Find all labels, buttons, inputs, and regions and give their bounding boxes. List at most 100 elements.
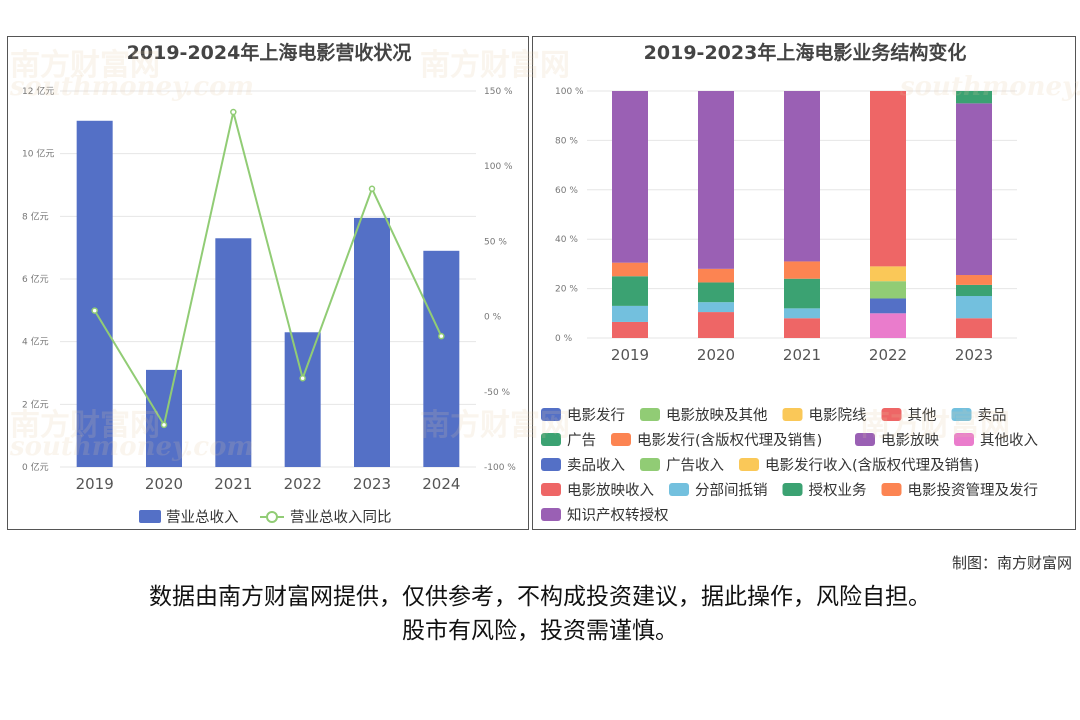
x-axis-tick: 2019	[76, 475, 114, 493]
legend-label: 广告	[567, 432, 596, 449]
legend-label: 电影投资管理及发行	[908, 482, 1039, 499]
y-axis-tick: 40 %	[555, 235, 578, 245]
legend-swatch	[881, 408, 902, 421]
bar	[146, 369, 182, 467]
x-axis-tick: 2023	[955, 346, 993, 364]
chart-title: 2019-2024年上海电影营收状况	[127, 41, 412, 64]
stacked-bar-segment	[612, 262, 648, 277]
stacked-bar-segment	[870, 281, 906, 299]
legend-label: 电影放映	[881, 432, 939, 449]
legend-swatch	[855, 433, 875, 446]
stacked-bar-segment	[698, 282, 734, 303]
legend-label: 广告收入	[666, 457, 724, 474]
legend-swatch	[640, 458, 660, 471]
legend-label: 电影发行	[567, 407, 625, 424]
line-point	[438, 332, 445, 340]
stacked-bar-segment	[784, 318, 820, 338]
legend-label: 分部间抵销	[695, 482, 768, 499]
line-point	[160, 421, 168, 429]
revenue-chart: 2019-2024年上海电影营收状况 0 亿元 2 亿元 4 亿元 6 亿元 8 亿元 10…	[22, 41, 516, 526]
legend-swatch	[541, 433, 561, 446]
line-point	[299, 375, 306, 382]
stacked-bar-segment	[784, 278, 820, 309]
y-axis-tick: 100 %	[555, 87, 584, 97]
legend-swatch	[541, 508, 561, 521]
right-axis-tick: -50 %	[484, 388, 511, 398]
stacked-bar-segment	[956, 284, 992, 297]
x-axis-tick: 2020	[697, 346, 735, 364]
legend-label: 知识产权转授权	[567, 507, 669, 524]
legend-label: 营业总收入同比	[290, 509, 392, 526]
stacked-bar-segment	[612, 305, 648, 322]
business-structure-chart-panel: 2019-2023年上海电影业务结构变化 0 % 20 % 40 % 60 % 80 % 1…	[532, 36, 1076, 530]
left-axis-tick: 10 亿元	[22, 148, 54, 160]
legend-swatch	[541, 458, 561, 471]
stacked-bar-segment	[612, 321, 648, 338]
left-axis-tick: 12 亿元	[22, 85, 54, 97]
stacked-bar-segment	[612, 276, 648, 306]
x-axis-tick: 2021	[783, 346, 821, 364]
revenue-chart-panel: 2019-2024年上海电影营收状况 0 亿元 2 亿元 4 亿元 6 亿元 8 亿元 10…	[7, 36, 529, 530]
legend-swatch	[782, 483, 803, 496]
bar	[423, 250, 460, 467]
legend-label: 电影放映收入	[567, 482, 654, 499]
legend-label: 卖品收入	[567, 457, 625, 474]
legend-label: 授权业务	[809, 482, 867, 499]
legend-swatch	[954, 433, 974, 446]
legend-swatch	[541, 408, 561, 421]
stacked-bar-segment	[612, 91, 648, 263]
right-axis-tick: 150 %	[484, 87, 513, 97]
legend-label: 其他	[908, 407, 937, 424]
stacked-bar-segment	[956, 103, 992, 276]
disclaimer-line: 数据由南方财富网提供，仅供参考，不构成投资建议，据此操作，风险自担。	[149, 584, 931, 610]
stacked-bar-segment	[784, 308, 820, 319]
x-axis-tick: 2021	[214, 475, 252, 493]
stacked-bar-segment	[956, 91, 992, 104]
legend-swatch	[541, 483, 561, 496]
left-axis-tick: 4 亿元	[22, 336, 49, 348]
stacked-bar-segment	[956, 318, 992, 338]
bar	[76, 120, 113, 468]
left-axis-tick: 6 亿元	[22, 273, 49, 285]
x-axis-tick: 2024	[422, 475, 460, 493]
legend-label: 电影发行(含版权代理及销售)	[637, 432, 822, 449]
yoy-line	[93, 111, 443, 428]
stacked-bar-segment	[784, 91, 820, 262]
left-axis-tick: 8 亿元	[22, 210, 49, 222]
x-axis-tick: 2022	[284, 475, 322, 493]
legend-label: 电影发行收入(含版权代理及销售)	[765, 457, 979, 474]
legend-label: 电影院线	[809, 407, 867, 424]
stacked-bar-segment	[784, 261, 820, 279]
legend-swatch	[951, 408, 972, 421]
chart-title: 2019-2023年上海电影业务结构变化	[644, 41, 967, 64]
stacked-bar-segment	[698, 302, 734, 313]
legend-swatch	[881, 483, 902, 496]
stacked-bar-segment	[698, 312, 734, 338]
legend-label: 其他收入	[980, 432, 1038, 449]
legend-label: 电影放映及其他	[666, 407, 768, 424]
stacked-bar-segment	[698, 268, 734, 283]
legend-swatch	[640, 408, 660, 421]
legend-label: 卖品	[978, 407, 1007, 424]
legend-swatch	[669, 483, 689, 496]
line-point	[91, 307, 98, 314]
stacked-bar-segment	[956, 296, 992, 319]
left-axis-tick: 2 亿元	[22, 398, 49, 410]
x-axis-tick: 2023	[353, 475, 391, 493]
line-point	[368, 185, 376, 193]
y-axis-tick: 60 %	[555, 186, 578, 196]
legend-swatch	[611, 433, 631, 446]
x-axis-tick: 2022	[869, 346, 907, 364]
right-axis-tick: -100 %	[484, 463, 516, 473]
stacked-bar-segment	[870, 313, 906, 338]
bar	[284, 332, 321, 467]
chart-credit: 制图：南方财富网	[951, 554, 1072, 572]
legend: 营业总收入 营业总收入同比	[139, 509, 392, 526]
right-axis-tick: 0 %	[484, 313, 502, 323]
line-point	[230, 108, 237, 116]
right-axis-tick: 50 %	[484, 237, 507, 247]
legend-swatch	[139, 510, 161, 523]
left-axis-tick: 0 亿元	[22, 461, 49, 473]
legend-swatch	[739, 458, 759, 471]
